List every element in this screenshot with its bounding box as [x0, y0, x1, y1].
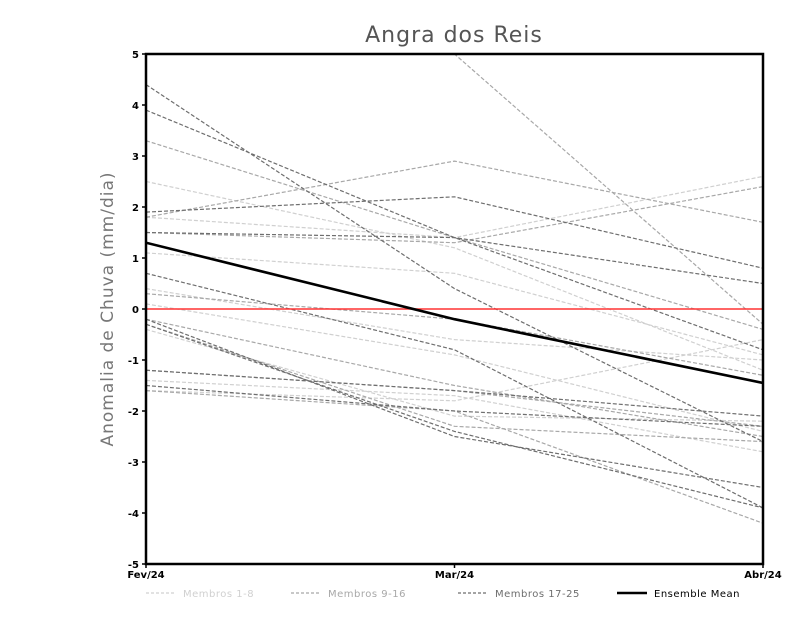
member-line-11 — [146, 186, 763, 244]
member-line-8 — [146, 328, 763, 422]
x-axis-ticks: Fev/24 Mar/24 Abr/24 — [127, 564, 782, 581]
series-layer — [146, 54, 763, 524]
mean-layer — [146, 241, 763, 385]
member-line-20 — [146, 196, 763, 269]
y-tick-label: -5 — [128, 560, 139, 571]
member-line-17 — [450, 54, 763, 325]
ensemble-mean-line — [146, 241, 763, 385]
y-axis-label: Anomalia de Chuva (mm/dia) — [98, 171, 118, 446]
chart-title: Angra dos Reis — [365, 23, 543, 48]
x-tick-label: Mar/24 — [435, 570, 474, 581]
x-tick-label: Fev/24 — [127, 570, 164, 581]
member-line-6 — [146, 379, 763, 453]
member-line-18 — [146, 84, 763, 443]
member-line-15 — [146, 323, 763, 443]
y-tick-label: 5 — [132, 50, 139, 61]
member-line-26 — [146, 369, 763, 417]
member-line-10 — [146, 160, 763, 223]
member-line-13 — [146, 318, 763, 438]
y-tick-label: -3 — [128, 458, 139, 469]
y-tick-label: -1 — [128, 356, 139, 367]
y-tick-label: -4 — [128, 509, 139, 520]
legend-label-g2: Membros 9-16 — [328, 589, 406, 600]
member-line-14 — [146, 369, 763, 427]
member-line-4 — [146, 288, 763, 361]
legend: Membros 1-8 Membros 9-16 Membros 17-25 Ense… — [146, 589, 740, 600]
legend-label-mean: Ensemble Mean — [654, 589, 740, 600]
x-tick-label: Abr/24 — [744, 570, 781, 581]
member-line-25 — [146, 384, 763, 427]
y-tick-label: 2 — [132, 203, 139, 214]
member-line-22 — [146, 272, 763, 509]
y-tick-label: 4 — [132, 101, 139, 112]
y-tick-label: 3 — [132, 152, 139, 163]
legend-label-g3: Membros 17-25 — [495, 589, 580, 600]
member-line-23 — [146, 318, 763, 489]
member-line-9 — [146, 140, 763, 330]
y-tick-label: 1 — [132, 254, 139, 265]
member-line-1 — [146, 180, 763, 371]
member-line-24 — [146, 323, 763, 509]
member-line-7 — [146, 339, 763, 402]
member-line-3 — [146, 252, 763, 356]
y-tick-label: 0 — [132, 305, 139, 316]
y-axis-ticks: 5 4 3 2 1 0 -1 -2 -3 -4 -5 — [128, 50, 146, 571]
legend-label-g1: Membros 1-8 — [183, 589, 254, 600]
y-tick-label: -2 — [128, 407, 139, 418]
member-line-21 — [146, 231, 763, 285]
member-line-5 — [146, 303, 763, 432]
